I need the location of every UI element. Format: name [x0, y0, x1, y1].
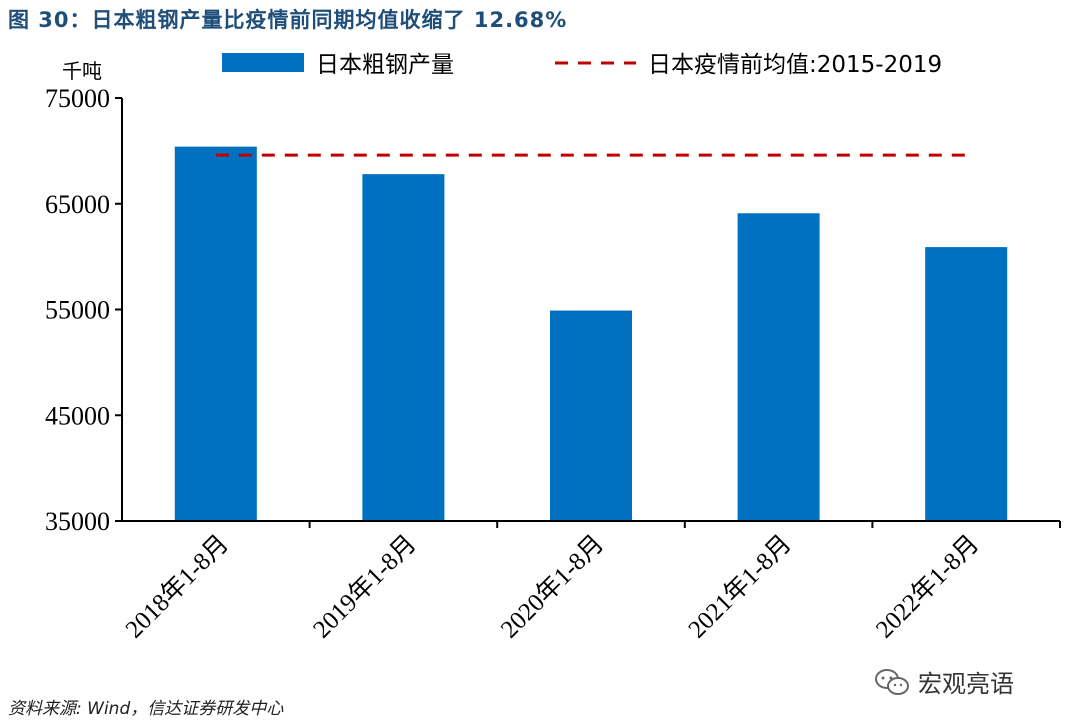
bar-4 [737, 213, 820, 521]
bars-layer [174, 146, 1008, 522]
x-category-label: 2022年1-8月 [870, 529, 984, 643]
axes-layer [115, 97, 1061, 528]
source-note: 资料来源: Wind，信达证券研发中心 [8, 699, 284, 719]
x-category-label: 2021年1-8月 [683, 529, 797, 643]
legend-bar-label: 日本粗钢产量 [316, 52, 454, 78]
x-category-label: 2019年1-8月 [308, 529, 422, 643]
watermark-text: 宏观亮语 [918, 670, 1014, 698]
bar-2 [362, 174, 445, 521]
figure-title: 图 30：日本粗钢产量比疫情前同期均值收缩了 12.68% [8, 8, 568, 32]
y-tick-label: 75000 [45, 84, 110, 113]
legend-line-label: 日本疫情前均值:2015-2019 [648, 52, 942, 78]
y-tick-label: 55000 [45, 296, 110, 325]
wechat-icon [875, 668, 909, 695]
bar-5 [925, 247, 1008, 522]
bar-1 [174, 146, 257, 521]
watermark: 宏观亮语 [874, 664, 1014, 699]
y-axis-unit-label: 千吨 [62, 59, 102, 83]
x-category-label: 2020年1-8月 [495, 529, 609, 643]
chart-legend: 日本粗钢产量 日本疫情前均值:2015-2019 [222, 52, 942, 78]
x-category-label: 2018年1-8月 [120, 529, 234, 643]
bar-3 [550, 310, 632, 521]
y-tick-label: 45000 [45, 401, 110, 430]
legend-bar-swatch [222, 53, 304, 72]
y-tick-label: 65000 [45, 190, 110, 219]
y-tick-label: 35000 [45, 507, 110, 536]
